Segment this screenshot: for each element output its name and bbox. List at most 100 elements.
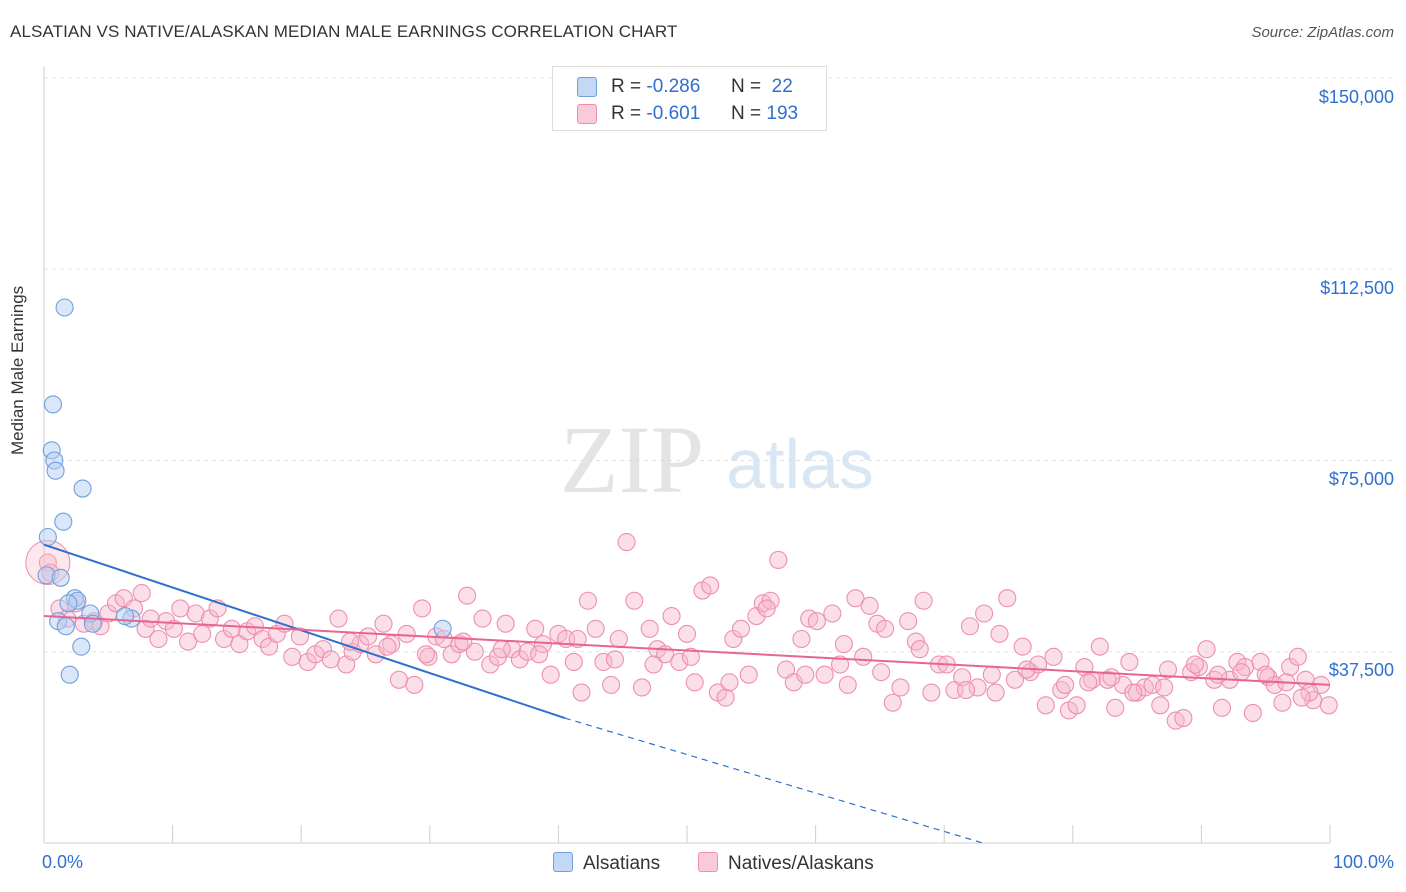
- data-point-alsatians: [55, 298, 74, 317]
- data-point-natives: [731, 619, 751, 638]
- data-point-natives: [910, 640, 929, 659]
- grid-lines: [44, 77, 1394, 653]
- data-point-natives: [465, 642, 484, 661]
- data-point-natives: [314, 640, 333, 659]
- watermark-zip: ZIP: [560, 406, 704, 513]
- data-point-natives: [922, 683, 941, 702]
- y-tick-label: $112,500: [1320, 278, 1394, 298]
- data-point-natives: [838, 675, 857, 694]
- data-point-natives: [1212, 698, 1232, 717]
- watermark-atlas: atlas: [726, 425, 874, 503]
- data-point-natives: [662, 606, 681, 626]
- source-label: Source: ZipAtlas.com: [1251, 24, 1394, 41]
- data-point-natives: [378, 637, 397, 656]
- data-point-natives: [968, 678, 987, 697]
- data-point-natives: [530, 645, 549, 664]
- data-point-natives: [329, 609, 348, 628]
- data-point-natives: [1158, 660, 1178, 679]
- data-point-natives: [586, 619, 605, 638]
- data-point-natives: [914, 591, 933, 610]
- data-point-natives: [1281, 657, 1300, 677]
- trend-line-alsatians: [43, 543, 566, 719]
- data-point-natives: [193, 624, 212, 643]
- data-point-natives: [526, 619, 545, 638]
- data-point-natives: [359, 627, 378, 646]
- data-point-alsatians: [46, 461, 65, 480]
- legend-n: N = 22: [731, 76, 793, 97]
- data-point-natives: [807, 612, 826, 631]
- data-point-natives: [1124, 683, 1143, 702]
- series-alsatians: [37, 298, 452, 684]
- data-point-natives: [796, 665, 815, 684]
- data-point-alsatians: [51, 568, 70, 587]
- data-point-natives: [186, 604, 205, 623]
- data-point-natives: [1292, 688, 1311, 707]
- data-point-alsatians: [73, 479, 92, 498]
- data-point-natives: [136, 619, 155, 638]
- data-point-alsatians: [72, 637, 91, 656]
- data-point-natives: [1273, 693, 1292, 712]
- legend-swatch: [577, 104, 597, 124]
- legend-n: N = 193: [731, 103, 799, 124]
- data-point-natives: [321, 650, 340, 669]
- data-point-natives: [141, 609, 160, 628]
- data-point-natives: [1056, 675, 1075, 694]
- data-point-natives: [957, 680, 976, 700]
- data-point-natives: [1288, 647, 1307, 666]
- watermark: ZIP atlas: [560, 406, 874, 513]
- data-point-natives: [1155, 678, 1174, 697]
- data-point-natives: [568, 629, 587, 649]
- data-point-natives: [975, 604, 994, 623]
- data-point-alsatians: [56, 617, 75, 636]
- data-point-natives: [149, 629, 168, 649]
- data-point-natives: [986, 683, 1005, 702]
- trend-line-natives: [43, 615, 1331, 686]
- bottom-legend-alsatians: Alsatians: [553, 852, 660, 875]
- data-point-natives: [1106, 698, 1125, 717]
- series-natives-alaskans: [25, 533, 1338, 730]
- data-point-alsatians: [54, 512, 73, 531]
- data-point-natives: [830, 655, 850, 674]
- data-point-natives: [132, 584, 151, 603]
- data-point-natives: [670, 652, 689, 672]
- data-point-natives: [481, 655, 500, 674]
- data-point-natives: [1151, 696, 1170, 715]
- data-point-natives: [413, 599, 432, 618]
- data-point-alsatians: [43, 395, 63, 414]
- data-point-natives: [739, 665, 758, 684]
- data-point-natives: [834, 635, 853, 654]
- data-point-natives: [283, 647, 302, 666]
- data-point-natives: [1044, 647, 1063, 666]
- data-point-natives: [419, 647, 438, 666]
- data-point-natives: [872, 663, 891, 682]
- data-point-natives: [891, 678, 910, 697]
- data-point-natives: [473, 609, 492, 628]
- data-point-natives: [578, 591, 598, 610]
- data-point-natives: [1319, 696, 1338, 715]
- data-point-natives: [1174, 708, 1193, 728]
- data-point-natives: [1079, 673, 1098, 692]
- data-point-natives: [572, 683, 591, 702]
- data-point-natives: [899, 612, 918, 631]
- data-point-natives: [1243, 703, 1262, 723]
- data-point-natives: [716, 688, 735, 707]
- data-point-natives: [681, 647, 700, 666]
- data-point-alsatians: [38, 527, 57, 547]
- data-point-natives: [397, 624, 416, 643]
- data-point-natives: [854, 647, 873, 666]
- data-point-natives: [609, 629, 628, 649]
- data-point-natives: [757, 599, 776, 618]
- trend-line-alsatians-extrapolated: [564, 717, 983, 844]
- data-point-natives: [496, 614, 515, 633]
- data-point-natives: [860, 596, 879, 615]
- data-point-natives: [677, 624, 697, 643]
- data-point-natives: [982, 665, 1001, 684]
- data-point-natives: [1209, 665, 1228, 684]
- data-point-natives: [625, 591, 644, 610]
- legend-r: R = -0.286: [611, 76, 701, 97]
- data-point-natives: [564, 652, 583, 672]
- data-point-natives: [875, 619, 895, 638]
- data-point-natives: [815, 665, 834, 684]
- data-point-natives: [1232, 663, 1251, 682]
- x-tick-label: 100.0%: [1332, 852, 1394, 872]
